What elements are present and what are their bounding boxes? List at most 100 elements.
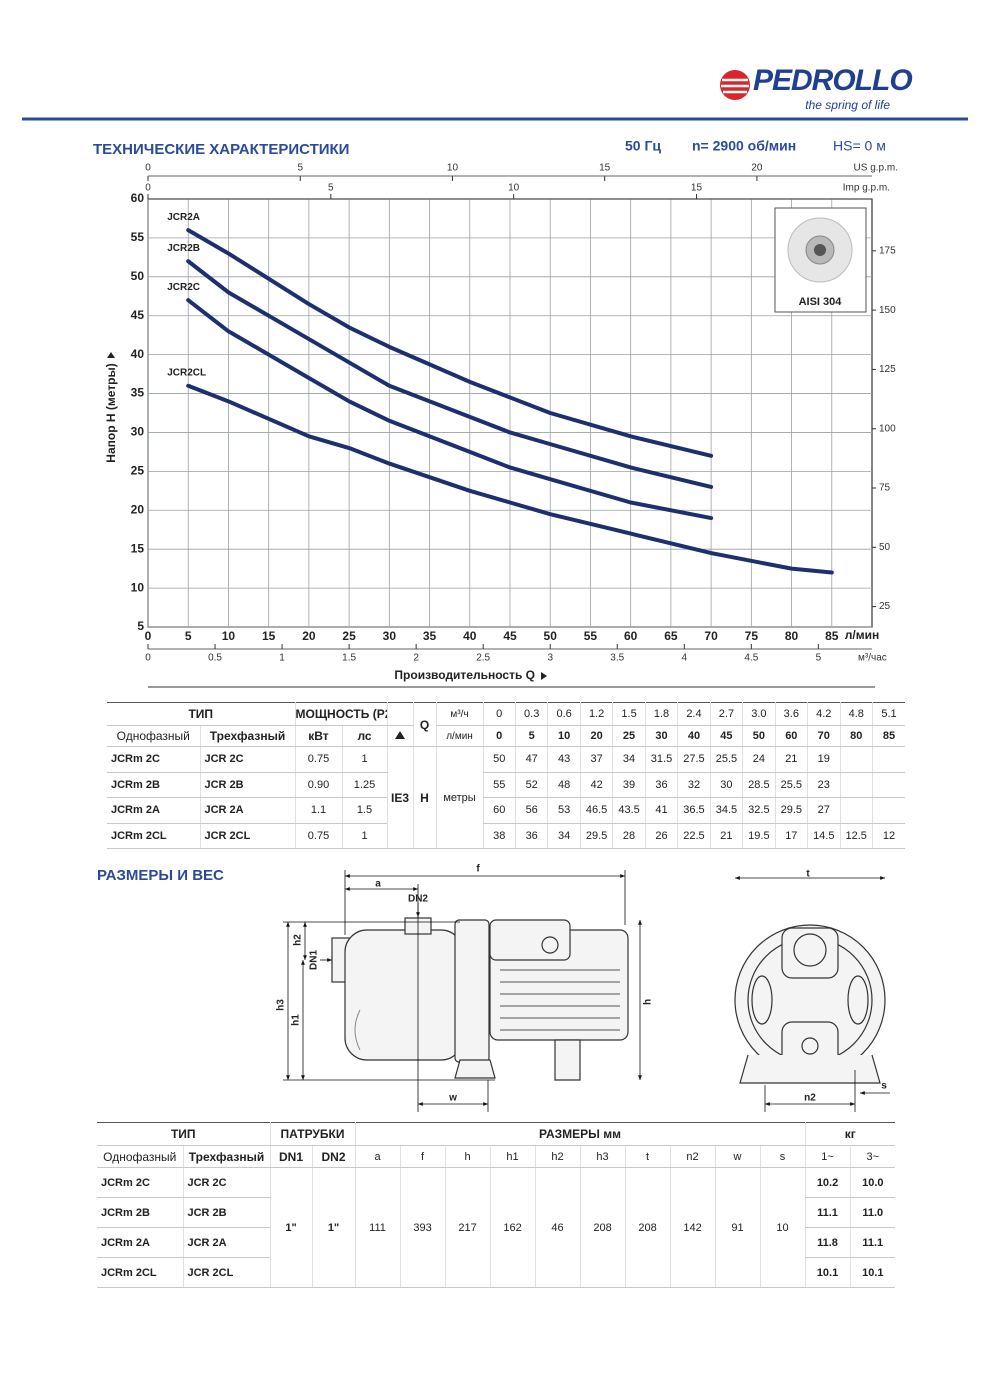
x-tick-label: 85 xyxy=(825,629,839,643)
head-cell: 24 xyxy=(742,746,776,773)
header-cell: DN1 xyxy=(269,1145,312,1168)
line-series xyxy=(186,228,714,458)
header-cell: s xyxy=(759,1145,806,1168)
dimension-lines xyxy=(283,870,890,1112)
header-cell: IE3 xyxy=(386,746,414,849)
flow-cell: 60 xyxy=(774,725,808,747)
size-cell: 217 xyxy=(444,1167,491,1288)
line-series xyxy=(186,383,834,575)
model-cell: JCRm 2C xyxy=(97,1167,183,1198)
head-cell: 29.5 xyxy=(774,797,808,824)
head-cell xyxy=(871,746,905,773)
dim-label: w xyxy=(448,1093,457,1104)
size-cell: 10 xyxy=(759,1167,806,1288)
head-cell: 37 xyxy=(579,746,613,773)
dim-label: DN2 xyxy=(408,894,428,905)
model-cell: JCR 2C xyxy=(199,746,295,773)
series-label: JCR2CL xyxy=(167,367,206,378)
flow-cell: 5 xyxy=(514,725,548,747)
header-cell: ПАТРУБКИ xyxy=(269,1122,356,1146)
head-cell: 36 xyxy=(644,772,678,798)
flow-cell: 80 xyxy=(839,725,873,747)
size-cell: 162 xyxy=(489,1167,536,1288)
pump-side-view xyxy=(331,917,629,1081)
secondary-tick-label: 0 xyxy=(145,653,151,664)
series-label: JCR2C xyxy=(167,282,200,293)
section-title: РАЗМЕРЫ И ВЕС xyxy=(97,867,224,884)
head-cell: 23 xyxy=(807,772,840,798)
dim-label: h xyxy=(643,999,654,1005)
y-tick-label: 35 xyxy=(131,386,145,400)
y-tick-label: 25 xyxy=(131,464,145,478)
head-cell: 25.5 xyxy=(709,746,743,773)
flow-cell: 5.1 xyxy=(871,702,905,726)
y2-tick-label: 75 xyxy=(879,483,891,494)
y2-tick-label: 150 xyxy=(879,305,896,316)
port-cell: 1" xyxy=(269,1167,312,1288)
flow-cell: 45 xyxy=(709,725,743,747)
header-cell: f xyxy=(399,1145,446,1168)
head-cell: 30 xyxy=(709,772,743,798)
size-cell: 208 xyxy=(624,1167,671,1288)
header-cell: РАЗМЕРЫ мм xyxy=(354,1122,806,1146)
y-tick-label: 15 xyxy=(131,541,145,555)
flow-cell: 1.8 xyxy=(644,702,678,726)
head-cell: 55 xyxy=(482,772,516,798)
head-cell: 28.5 xyxy=(742,772,776,798)
power-cell: 0.75 xyxy=(294,746,342,773)
tagline: the spring of life xyxy=(805,98,890,112)
head-cell: 27.5 xyxy=(677,746,711,773)
x-tick-label: 70 xyxy=(704,629,718,643)
x-axis-title: Производительность Q xyxy=(394,668,535,682)
dim-label: h2 xyxy=(293,934,304,946)
header-cell: n2 xyxy=(669,1145,716,1168)
head-cell: 21 xyxy=(709,823,743,849)
x-tick-label: 25 xyxy=(342,629,356,643)
x-tick-label: 80 xyxy=(785,629,799,643)
unit-cell: л/мин xyxy=(435,725,484,747)
y2-tick-label: 175 xyxy=(879,245,896,256)
flow-cell: 85 xyxy=(871,725,905,747)
logo xyxy=(720,70,750,100)
y-axis-title: Напор H (метры) xyxy=(104,363,118,462)
weight-cell: 11.1 xyxy=(849,1227,896,1258)
flow-cell: 0 xyxy=(482,725,516,747)
head-cell: 21 xyxy=(774,746,808,773)
weight-cell: 11.1 xyxy=(804,1197,851,1228)
secondary-tick-label: 5 xyxy=(328,183,334,194)
secondary-axis-unit: м³/час xyxy=(858,653,887,664)
dimension-labels: f a DN2 h2 DN1 h3 h1 h w t n2 s xyxy=(276,864,888,1104)
head-cell: 27 xyxy=(807,797,840,824)
header-cell: лс xyxy=(341,725,388,747)
flow-cell: 0 xyxy=(482,702,516,726)
impeller-inset xyxy=(774,207,867,313)
secondary-tick-label: 0.5 xyxy=(208,653,222,664)
head-cell: 43 xyxy=(547,746,581,773)
head-cell: 53 xyxy=(547,797,581,824)
y-tick-label: 55 xyxy=(131,230,145,244)
header-cell: h1 xyxy=(489,1145,536,1168)
table-row: JCRm 2A JCR 2A 1.1 1.5 60 56 53 46.5 43.5 41 36.5 3… xyxy=(107,797,905,824)
y-axis-arrow xyxy=(107,352,115,358)
header-cell: Q xyxy=(412,702,437,747)
secondary-axis-unit: Imp g.p.m. xyxy=(843,183,890,194)
y-tick-label: 45 xyxy=(131,308,145,322)
header-cell: a xyxy=(354,1145,401,1168)
weight-cell: 11.8 xyxy=(804,1227,851,1258)
power-cell: 1 xyxy=(341,823,388,849)
table-row: JCRm 2B JCR 2B 11.1 11.0 xyxy=(97,1197,896,1228)
speed: n= 2900 об/мин xyxy=(692,138,796,154)
flow-cell: 30 xyxy=(644,725,678,747)
x-tick-label: 60 xyxy=(624,629,638,643)
flow-cell: 3.0 xyxy=(742,702,776,726)
header-cell: кг xyxy=(804,1122,896,1146)
weight-cell: 10.2 xyxy=(804,1167,851,1198)
x-tick-label: 40 xyxy=(463,629,477,643)
head-cell: 50 xyxy=(482,746,516,773)
header-cell: ТИП xyxy=(97,1122,270,1146)
head-cell: 38 xyxy=(482,823,516,849)
header-cell: ТИП xyxy=(107,702,295,726)
secondary-tick-label: 5 xyxy=(297,163,303,174)
